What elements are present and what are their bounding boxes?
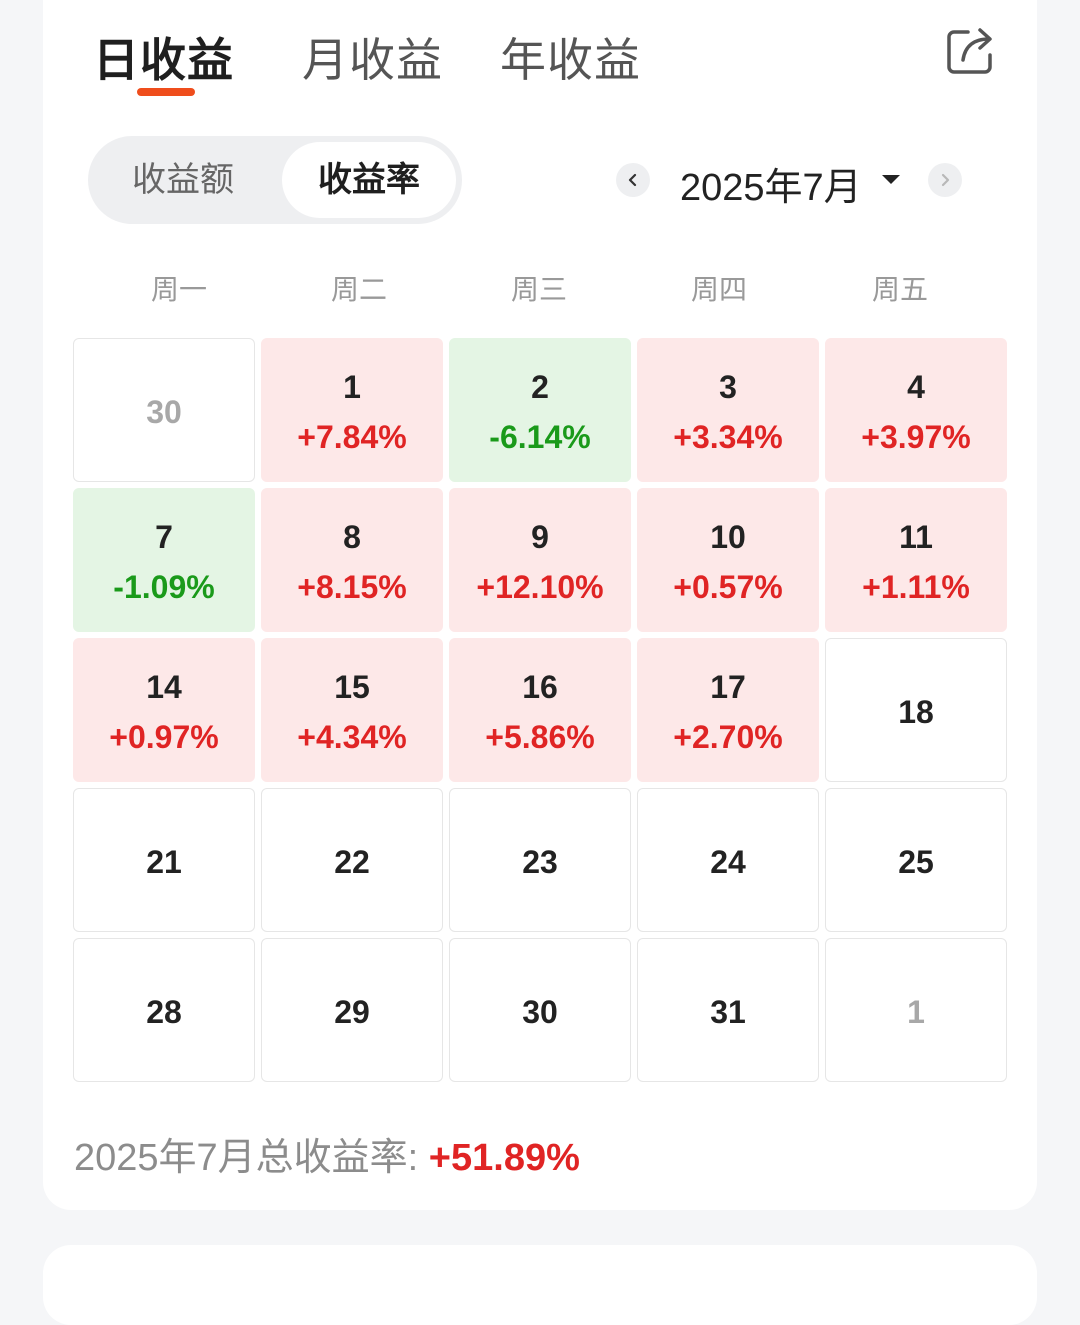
next-month-button[interactable] — [928, 163, 962, 197]
month-selector[interactable]: 2025年7月 — [680, 167, 862, 209]
daily-rate: +2.70% — [673, 719, 783, 755]
calendar-day-cell[interactable]: 28 — [73, 938, 255, 1082]
daily-rate: +1.11% — [862, 569, 970, 605]
day-number: 14 — [146, 669, 182, 705]
daily-rate: -1.09% — [113, 569, 215, 605]
daily-rate: +12.10% — [476, 569, 604, 605]
day-number: 8 — [343, 519, 361, 555]
day-number: 1 — [343, 369, 361, 405]
day-number: 17 — [710, 669, 746, 705]
calendar-day-cell[interactable]: 29 — [261, 938, 443, 1082]
calendar-day-cell[interactable]: 31 — [637, 938, 819, 1082]
day-number: 28 — [146, 994, 182, 1030]
calendar-day-cell[interactable]: 17 +2.70% — [637, 638, 819, 782]
daily-rate: +0.57% — [673, 569, 783, 605]
weekday-label: 周二 — [330, 273, 387, 306]
next-card — [43, 1245, 1037, 1325]
daily-rate: +3.97% — [861, 419, 971, 455]
day-number: 9 — [531, 519, 549, 555]
calendar-day-cell[interactable]: 30 — [73, 338, 255, 482]
calendar-day-cell[interactable]: 15 +4.34% — [261, 638, 443, 782]
segment-earnings-rate[interactable]: 收益率 — [282, 142, 456, 218]
calendar-day-cell[interactable]: 24 — [637, 788, 819, 932]
day-number: 7 — [155, 519, 173, 555]
caret-down-icon[interactable] — [882, 175, 900, 184]
daily-rate: +3.34% — [673, 419, 783, 455]
day-number: 4 — [907, 369, 925, 405]
weekday-label: 周五 — [871, 273, 928, 306]
day-number: 29 — [334, 994, 370, 1030]
tab-monthly-earnings[interactable]: 月收益 — [302, 33, 443, 87]
calendar-day-cell[interactable]: 4 +3.97% — [825, 338, 1007, 482]
calendar-day-cell[interactable]: 16 +5.86% — [449, 638, 631, 782]
daily-rate: +4.34% — [297, 719, 407, 755]
calendar-day-cell[interactable]: 18 — [825, 638, 1007, 782]
day-number: 3 — [719, 369, 737, 405]
weekday-label: 周一 — [150, 273, 207, 306]
day-number: 2 — [531, 369, 549, 405]
summary-value: +51.89% — [428, 1137, 580, 1179]
daily-rate: -6.14% — [489, 419, 591, 455]
weekday-label: 周三 — [510, 273, 567, 306]
calendar-day-cell[interactable]: 30 — [449, 938, 631, 1082]
calendar-day-cell[interactable]: 8 +8.15% — [261, 488, 443, 632]
chevron-right-icon — [941, 173, 950, 187]
monthly-total-summary: 2025年7月总收益率: +51.89% — [74, 1126, 580, 1181]
calendar-day-cell[interactable]: 25 — [825, 788, 1007, 932]
calendar-day-cell[interactable]: 14 +0.97% — [73, 638, 255, 782]
day-number: 25 — [898, 844, 934, 880]
calendar-day-cell[interactable]: 7 -1.09% — [73, 488, 255, 632]
day-number: 16 — [522, 669, 558, 705]
day-number: 11 — [899, 519, 933, 555]
calendar-day-cell[interactable]: 22 — [261, 788, 443, 932]
prev-month-button[interactable] — [616, 163, 650, 197]
calendar-day-cell[interactable]: 1 — [825, 938, 1007, 1082]
day-number: 24 — [710, 844, 746, 880]
segment-earnings-amount[interactable]: 收益额 — [132, 160, 234, 200]
tab-yearly-earnings[interactable]: 年收益 — [500, 33, 641, 87]
day-number: 23 — [522, 844, 558, 880]
chevron-left-icon — [628, 173, 637, 187]
metric-segmented-control: 收益额 收益率 — [88, 136, 462, 224]
calendar-day-cell[interactable]: 1 +7.84% — [261, 338, 443, 482]
day-number: 21 — [146, 844, 182, 880]
share-icon[interactable] — [944, 26, 996, 78]
daily-rate: +8.15% — [297, 569, 407, 605]
calendar-day-cell[interactable]: 2 -6.14% — [449, 338, 631, 482]
calendar-day-cell[interactable]: 21 — [73, 788, 255, 932]
daily-rate: +7.84% — [297, 419, 407, 455]
tab-daily-earnings[interactable]: 日收益 — [93, 33, 234, 87]
calendar-grid: 30 1 +7.84% 2 -6.14% 3 +3.34% 4 +3.97% 7 -1.09% 8 +8… — [73, 338, 1007, 1082]
calendar-day-cell[interactable]: 9 +12.10% — [449, 488, 631, 632]
day-number: 31 — [710, 994, 746, 1030]
day-number: 1 — [907, 994, 925, 1030]
day-number: 15 — [334, 669, 370, 705]
day-number: 22 — [334, 844, 370, 880]
day-number: 30 — [522, 994, 558, 1030]
calendar-day-cell[interactable]: 3 +3.34% — [637, 338, 819, 482]
calendar-day-cell[interactable]: 10 +0.57% — [637, 488, 819, 632]
calendar-day-cell[interactable]: 23 — [449, 788, 631, 932]
weekday-header: 周一 周二 周三 周四 周五 — [73, 268, 1007, 308]
day-number: 30 — [146, 394, 182, 430]
active-tab-indicator — [137, 88, 195, 96]
daily-rate: +0.97% — [109, 719, 219, 755]
summary-label: 2025年7月总收益率: — [74, 1137, 429, 1179]
daily-rate: +5.86% — [485, 719, 595, 755]
weekday-label: 周四 — [690, 273, 747, 306]
day-number: 18 — [898, 694, 934, 730]
calendar-day-cell[interactable]: 11 +1.11% — [825, 488, 1007, 632]
day-number: 10 — [710, 519, 746, 555]
